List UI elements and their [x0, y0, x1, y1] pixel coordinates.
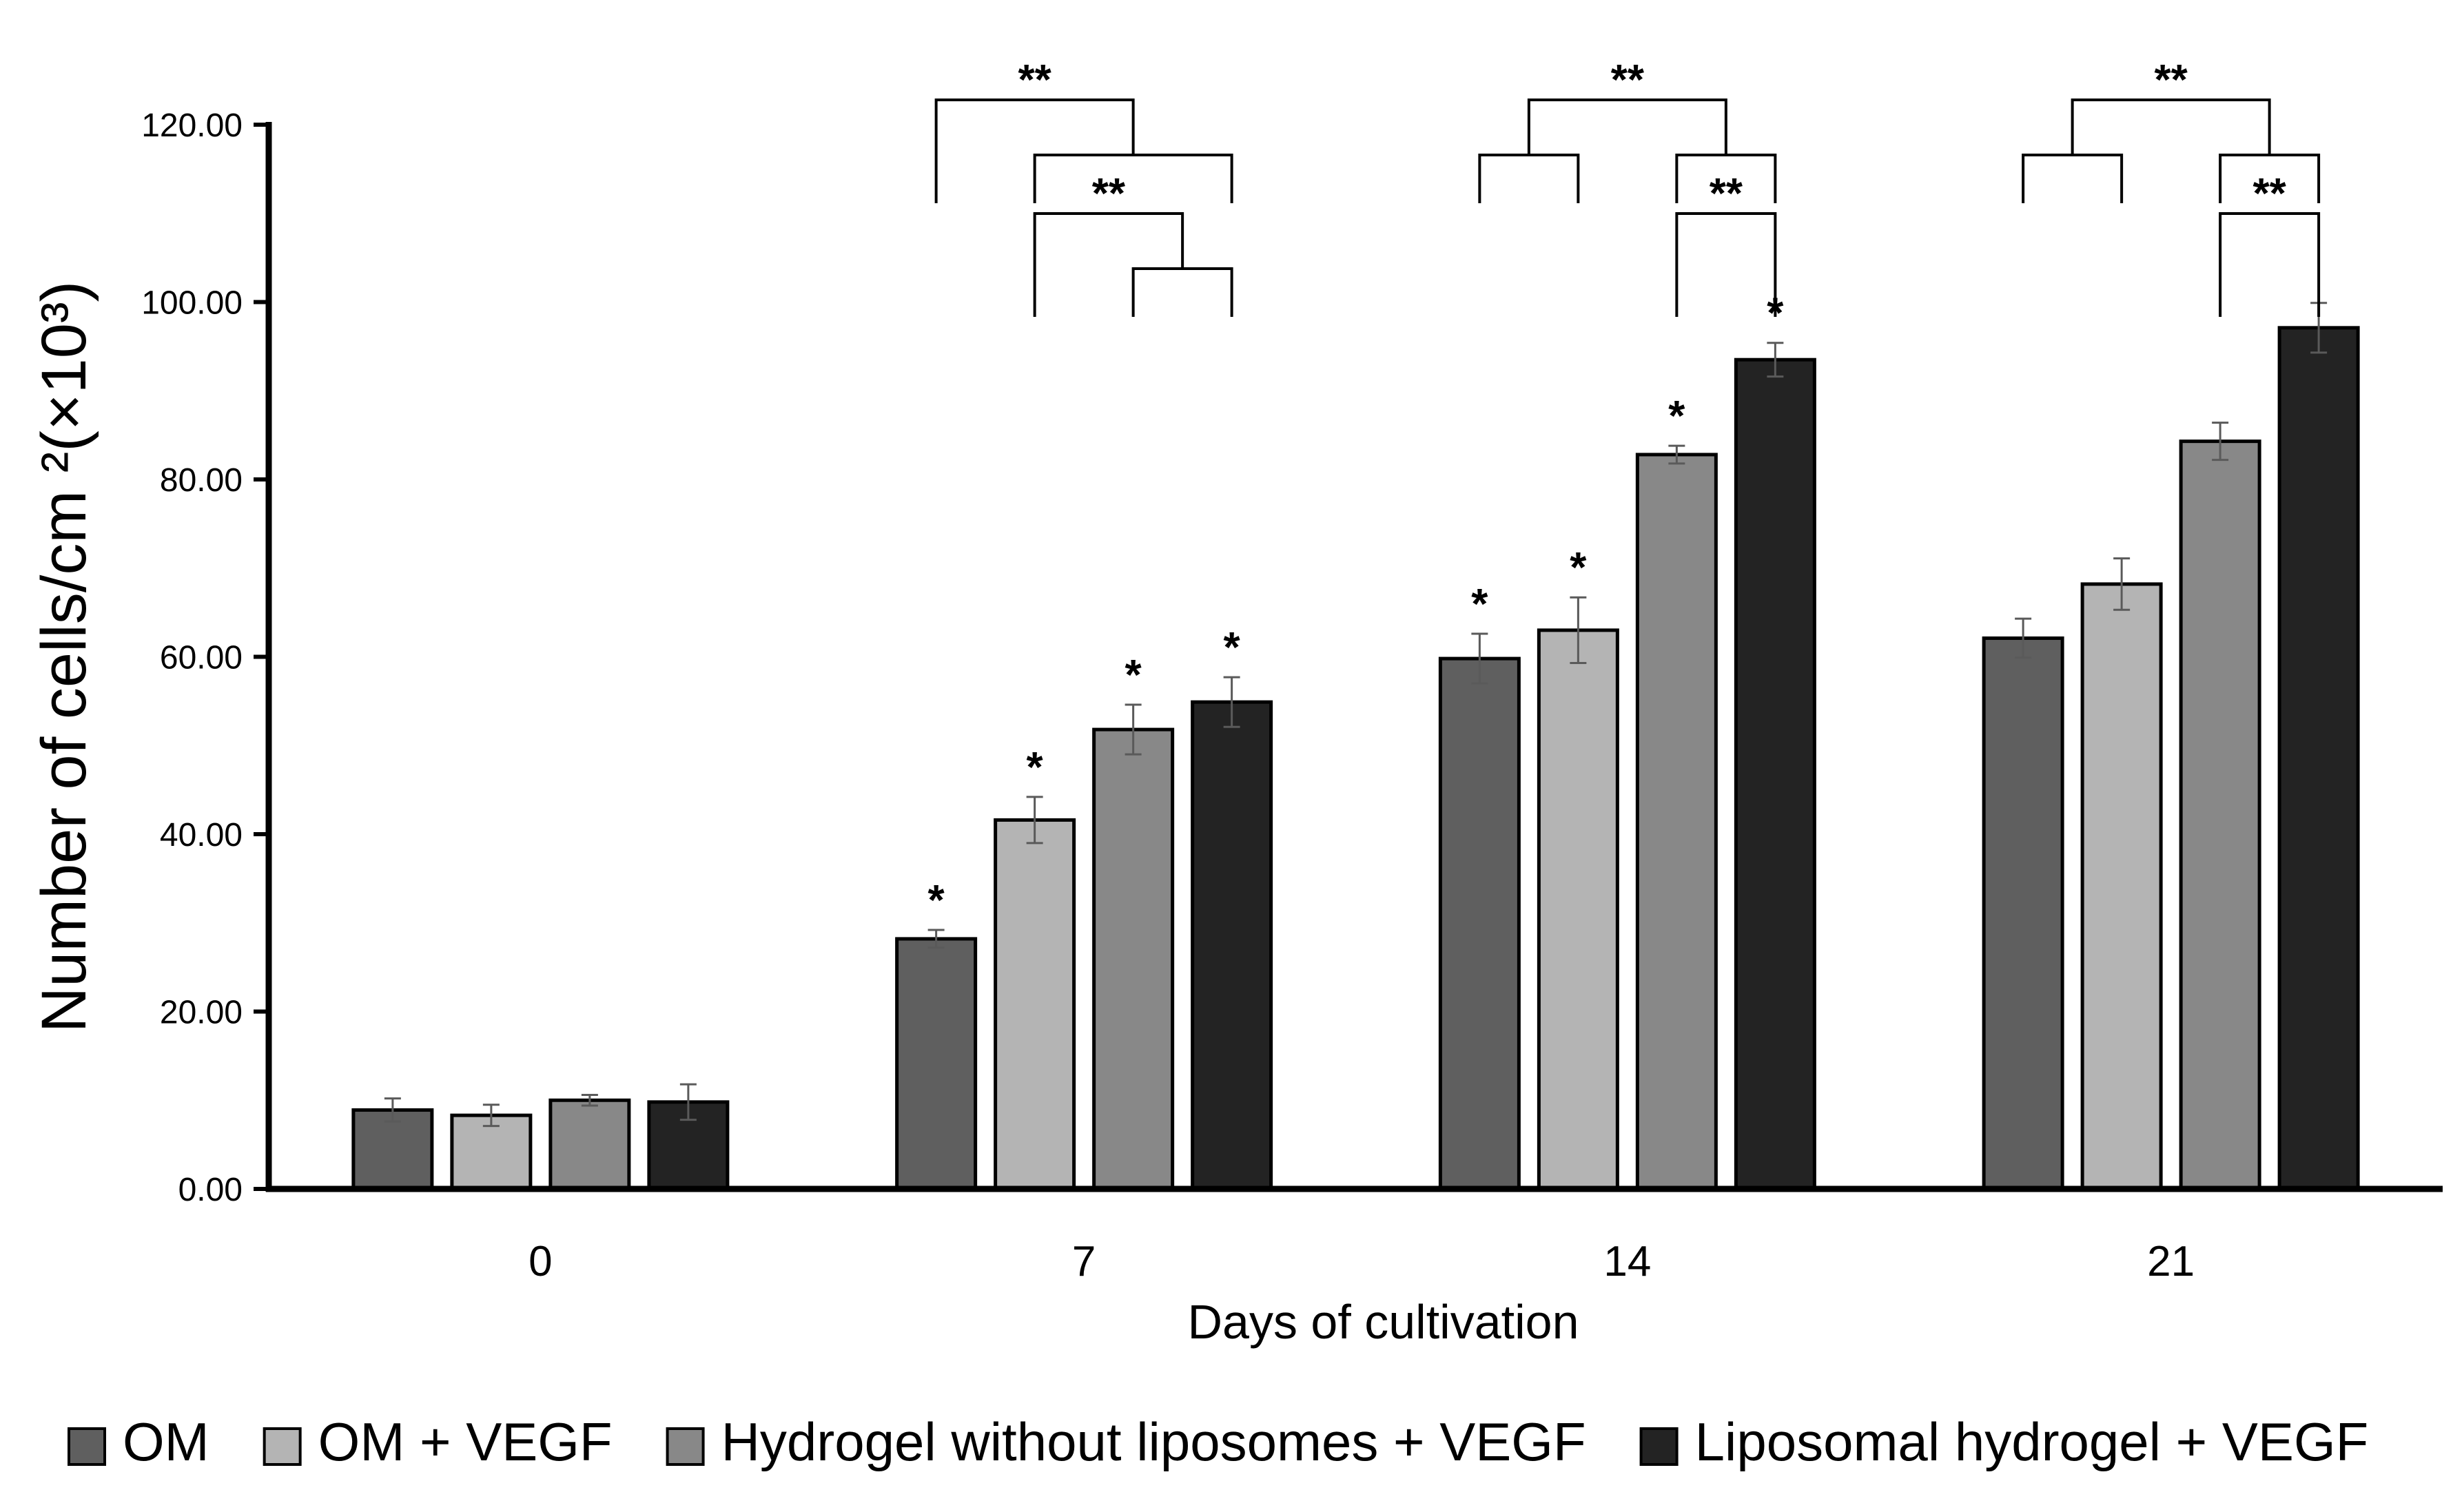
legend-label: OM + VEGF	[318, 1411, 613, 1472]
comparison-bracket	[2219, 212, 2321, 317]
legend-label: Hydrogel without liposomes + VEGF	[721, 1411, 1586, 1472]
significance-star: *	[1668, 393, 1685, 440]
comparison-label: **	[1018, 56, 1051, 104]
y-tick-label: 20.00	[160, 995, 243, 1031]
significance-star: *	[1224, 624, 1241, 672]
comparison-label: **	[2154, 56, 2188, 104]
bar	[2080, 582, 2163, 1191]
bar	[548, 1098, 631, 1191]
bar	[1191, 700, 1273, 1191]
legend-swatch	[1639, 1427, 1679, 1466]
legend-swatch	[68, 1427, 106, 1466]
y-ticks-layer: 0.00 20.00 40.00 60.00 80.00 100.00 120.00	[141, 107, 269, 1208]
comparison-sub-bracket	[1478, 154, 1580, 203]
comparison-bracket	[1033, 212, 1184, 317]
significance-star: *	[1027, 744, 1044, 791]
comparison-label: **	[1611, 56, 1645, 104]
comparison-sub-bracket	[2022, 154, 2124, 203]
legend-swatch	[263, 1427, 302, 1466]
y-tick-label: 60.00	[160, 640, 243, 676]
bar	[2179, 439, 2261, 1191]
bar	[2277, 326, 2360, 1191]
bar	[895, 937, 978, 1191]
comparison-sub-bracket	[1131, 267, 1233, 317]
comparison-label: **	[1710, 170, 1743, 218]
bar	[1734, 358, 1816, 1191]
legend-swatch	[666, 1427, 705, 1466]
significance-star: *	[1570, 544, 1587, 592]
legend: OM OM + VEGF Hydrogel without liposomes + …	[68, 1411, 2369, 1472]
significance-star: *	[1471, 581, 1488, 628]
y-axis-title: Number of cells/cm ²(×10³)	[29, 281, 99, 1033]
comparison-bracket	[1675, 212, 1777, 317]
legend-label: OM	[123, 1411, 209, 1472]
x-category-labels: 0 7 14 21	[528, 1238, 2195, 1285]
legend-label: Liposomal hydrogel + VEGF	[1695, 1411, 2369, 1472]
y-tick-label: 0.00	[178, 1172, 243, 1208]
comparison-bracket	[1527, 99, 1727, 155]
x-tick-label: 7	[1072, 1238, 1096, 1285]
comparison-label: **	[2252, 170, 2286, 218]
significance-star: *	[1125, 652, 1142, 699]
y-tick-label: 80.00	[160, 462, 243, 499]
significance-star: *	[928, 877, 945, 924]
x-tick-label: 14	[1603, 1238, 1651, 1285]
bars-layer	[351, 326, 2360, 1191]
comparison-sub-bracket	[1033, 154, 1233, 203]
x-tick-label: 21	[2147, 1238, 2195, 1285]
x-axis-title: Days of cultivation	[1187, 1295, 1579, 1349]
bar	[1635, 453, 1718, 1191]
y-tick-label: 100.00	[141, 285, 243, 322]
y-tick-label: 120.00	[141, 107, 243, 144]
bar	[1537, 628, 1619, 1191]
bar	[1092, 727, 1175, 1191]
bar	[1438, 656, 1521, 1191]
y-tick-label: 40.00	[160, 817, 243, 853]
significance-markers: ********************	[928, 56, 2321, 924]
error-bars-layer	[384, 302, 2328, 1128]
comparison-label: **	[1092, 170, 1126, 218]
x-tick-label: 0	[528, 1238, 552, 1285]
bar	[1982, 636, 2064, 1191]
bar	[994, 818, 1076, 1191]
comparison-bracket	[934, 99, 1135, 203]
comparison-bracket	[2071, 99, 2271, 155]
